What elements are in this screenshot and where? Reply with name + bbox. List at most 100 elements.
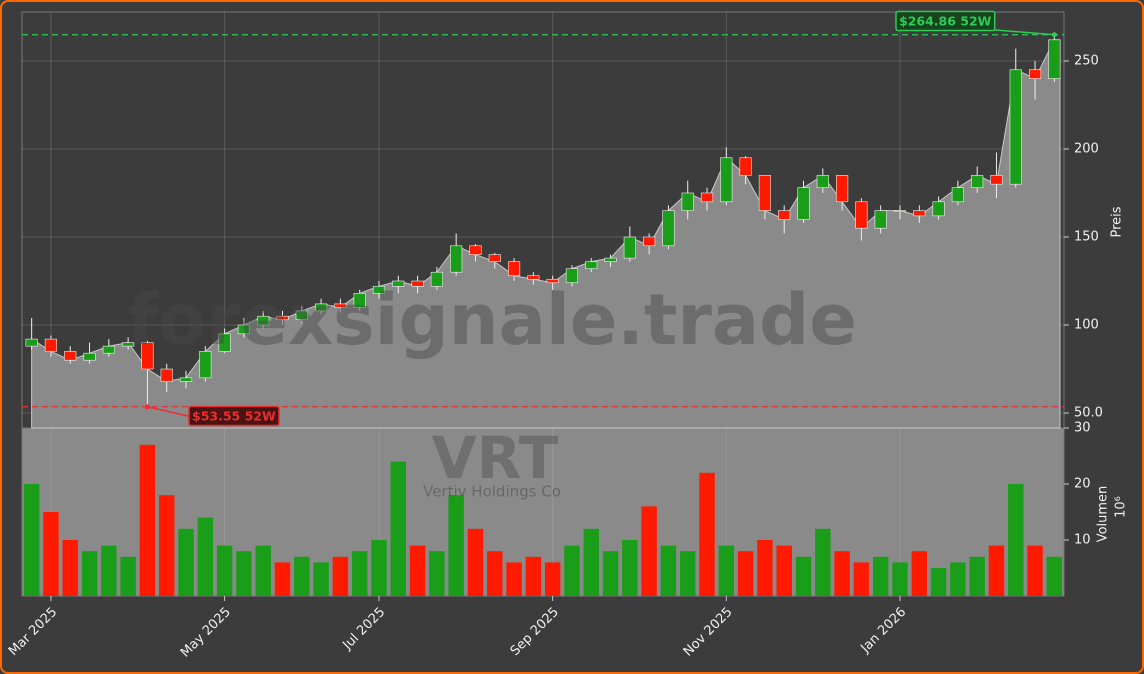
volume-bar (1027, 545, 1043, 596)
candle-body (720, 157, 733, 203)
candle-body (546, 278, 559, 284)
candle-body (951, 187, 964, 203)
y-tick-label: 50.0 (1074, 406, 1103, 421)
y-tick-label: 250 (1074, 53, 1099, 68)
extreme-label-box (895, 10, 996, 32)
candle-body (643, 236, 656, 247)
extreme-label: $53.55 52W (192, 409, 276, 424)
candle-body (816, 175, 829, 188)
volume-tick-label: 20 (1074, 477, 1091, 492)
volume-unit: 10⁶ (1114, 496, 1129, 518)
volume-bar (969, 556, 985, 596)
volume-bar (892, 562, 908, 596)
candle-body (507, 261, 521, 277)
volume-bar (294, 556, 310, 596)
volume-bar (23, 484, 40, 596)
candle-body (160, 368, 173, 382)
candle-body (488, 254, 501, 262)
candle-body (315, 303, 328, 312)
volume-bar (1046, 556, 1063, 596)
candle-body (430, 271, 443, 287)
volume-bar (351, 551, 368, 596)
volume-bar (332, 556, 349, 596)
volume-bar (255, 545, 271, 596)
volume-bar (487, 551, 503, 596)
price-area (31, 39, 1061, 429)
volume-bar (506, 562, 522, 596)
candle-body (25, 338, 38, 347)
volume-bar (120, 556, 136, 596)
candle-body (44, 338, 58, 352)
volume-bar (660, 545, 677, 596)
y-axis-label: Preis (1110, 206, 1125, 237)
watermark: forexsignale.trade (127, 279, 856, 361)
candle-body (700, 192, 714, 203)
symbol: VRT (432, 424, 559, 492)
volume-bar (757, 540, 773, 596)
volume-axis-label: Volumen (1096, 486, 1111, 543)
volume-bar (525, 556, 542, 596)
extreme-label: $264.86 52W (899, 14, 992, 29)
volume-bar (216, 545, 233, 596)
candle-body (334, 303, 347, 308)
volume-bar (602, 551, 619, 596)
volume-bar (641, 506, 657, 596)
candle-body (932, 201, 945, 217)
volume-tick-label: 10 (1074, 533, 1091, 548)
volume-bar (853, 562, 870, 596)
candle-body (758, 175, 771, 211)
volume-bar (448, 495, 464, 596)
candle-body (392, 280, 405, 287)
extreme-label-box (188, 405, 280, 427)
candle-body (565, 268, 579, 284)
candle-body (893, 210, 907, 212)
volume-bar (699, 472, 715, 596)
volume-bar (81, 551, 98, 596)
x-tick-label: Jan 2026 (857, 605, 909, 657)
x-tick-label: Jul 2025 (340, 605, 389, 654)
candle-body (372, 285, 386, 294)
volume-bar (467, 528, 484, 596)
volume-bar (62, 540, 78, 596)
candle-body (218, 333, 231, 352)
candle-body (276, 315, 289, 321)
volume-bar (544, 562, 561, 596)
candle-body (411, 280, 424, 287)
x-tick-label: Mar 2025 (6, 605, 60, 659)
candle-body (122, 342, 135, 347)
volume-bar (583, 528, 599, 596)
volume-bar (988, 545, 1005, 596)
volume-bar (139, 444, 156, 596)
y-tick-label: 100 (1074, 318, 1099, 333)
volume-bar (178, 528, 194, 596)
volume-bar (564, 545, 580, 596)
extreme-arrow-head (144, 404, 150, 410)
volume-bar (737, 551, 754, 596)
volume-bar (313, 562, 329, 596)
candle-body (662, 210, 675, 247)
volume-bar (776, 545, 792, 596)
y-tick-label: 200 (1074, 141, 1099, 156)
marks (23, 34, 1063, 596)
candle-body (141, 342, 154, 370)
volume-bar (409, 545, 426, 596)
volume-bar (930, 568, 947, 596)
company: Vertiv Holdings Co (423, 483, 561, 501)
extreme-arrow-head (1051, 32, 1057, 38)
volume-panel (21, 427, 1065, 597)
volume-bar (274, 562, 291, 596)
candle-body (604, 257, 617, 262)
candle-body (739, 157, 752, 176)
candle-body (836, 175, 849, 203)
candle-body (199, 351, 212, 379)
candle-body (469, 245, 482, 255)
candle-body (990, 175, 1003, 185)
volume-bar (622, 540, 638, 596)
volume-bar (872, 556, 889, 596)
volume-bar (429, 551, 445, 596)
candle-body (797, 187, 810, 220)
candle-body (179, 377, 193, 382)
x-tick-label: Sep 2025 (508, 605, 562, 659)
